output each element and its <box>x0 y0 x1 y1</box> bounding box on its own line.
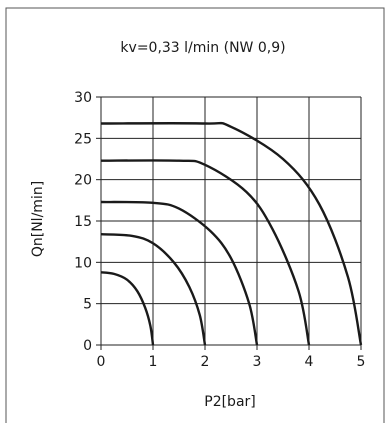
flow-curve-2bar <box>100 233 207 346</box>
y-axis-label: Qn[Nl/min] <box>30 181 46 257</box>
flow-curve-3bar <box>100 200 259 346</box>
y-tick-labels: 0 5 10 15 20 25 30 <box>74 90 92 354</box>
grid <box>96 96 362 350</box>
y-tick-label: 10 <box>74 255 92 271</box>
x-tick-label: 4 <box>305 354 314 370</box>
y-tick-label: 20 <box>74 173 92 189</box>
y-tick-label: 15 <box>74 214 92 230</box>
y-tick-label: 0 <box>83 338 92 354</box>
x-tick-label: 3 <box>253 354 262 370</box>
x-tick-labels: 0 1 2 3 4 5 <box>97 354 366 370</box>
x-tick-label: 2 <box>201 354 210 370</box>
flow-curve-4bar <box>100 159 311 346</box>
flow-curve-1bar <box>100 271 155 346</box>
x-tick-label: 5 <box>357 354 366 370</box>
y-tick-label: 30 <box>74 90 92 106</box>
curves <box>100 121 363 346</box>
x-tick-label: 0 <box>97 354 106 370</box>
y-tick-label: 5 <box>83 297 92 313</box>
frame-border <box>5 7 385 423</box>
x-axis-label: P2[bar] <box>204 394 256 410</box>
flow-curve-5bar <box>100 121 363 346</box>
y-tick-label: 25 <box>74 131 92 147</box>
chart-title: kv=0,33 l/min (NW 0,9) <box>120 40 285 56</box>
x-tick-label: 1 <box>149 354 158 370</box>
